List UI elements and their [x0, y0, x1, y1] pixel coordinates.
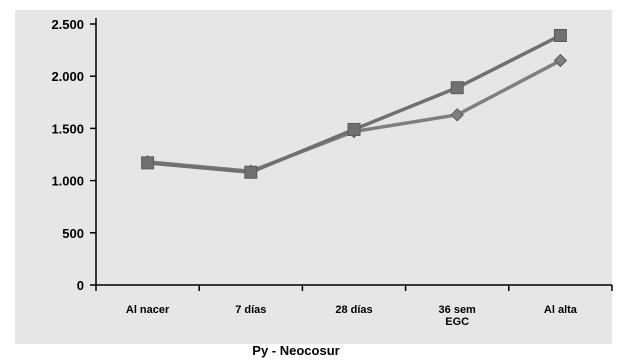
square-point [347, 122, 361, 136]
x-tick-label: 36 sem EGC [439, 304, 477, 328]
x-tick-label: Al alta [544, 304, 578, 316]
plot-area-background [15, 10, 612, 344]
series-2 [141, 28, 567, 179]
y-tick-label: 1.500 [51, 121, 84, 136]
x-tick-label: 7 días [235, 304, 266, 316]
square-point [244, 165, 258, 179]
y-tick-label: 2.500 [51, 17, 84, 32]
y-tick-label: 2.000 [51, 69, 84, 84]
square-point [553, 28, 567, 42]
y-axis: 0 500 1.000 1.500 2.000 2.500 [51, 17, 97, 293]
x-tick-label: Al nacer [126, 304, 170, 316]
diamond-point [450, 108, 464, 122]
x-axis-title: Py - Neocosur [252, 343, 339, 358]
x-tick-label: 28 días [335, 304, 372, 316]
square-point [141, 156, 155, 170]
x-axis: Al nacer 7 días 28 días 36 sem EGC Al alta [95, 284, 613, 328]
y-tick-label: 0 [77, 278, 84, 293]
square-point [450, 81, 464, 95]
y-tick-label: 1.000 [51, 174, 84, 189]
diamond-point [553, 53, 568, 68]
y-tick-label: 500 [62, 226, 84, 241]
series-group [140, 28, 568, 179]
